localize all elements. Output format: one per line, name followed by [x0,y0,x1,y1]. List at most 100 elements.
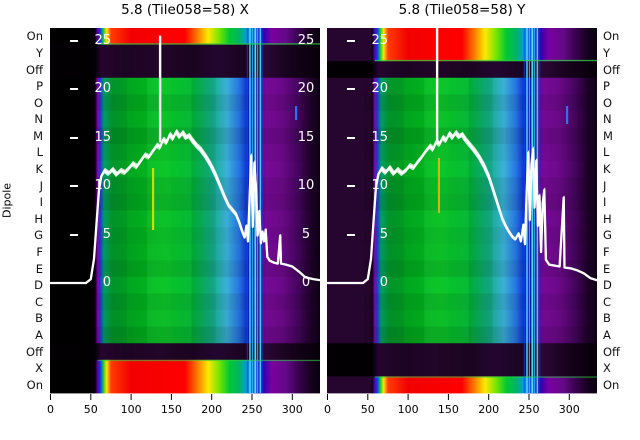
value-tick-dash [70,233,78,236]
row-label-right-1: Y [603,45,611,60]
heatmap-row [50,61,320,79]
row-label-left-14: E [35,261,43,276]
panel-title-y: 5.8 (Tile058=58) Y [398,2,526,18]
row-shade [363,127,590,145]
row-shade [363,310,590,327]
row-label-right-19: Off [603,344,620,359]
value-tick-label-right: 0 [301,275,311,290]
value-tick-label: 15 [94,129,111,145]
row-shade [86,110,313,128]
row-label-left-7: L [36,145,43,160]
heatmap-panel-x [49,28,321,400]
row-label-right-13: F [603,245,610,259]
row-label-right-2: Off [603,62,620,77]
value-tick-label: 5 [379,226,388,242]
heatmap-row [50,359,320,377]
row-label-left-9: J [39,178,43,193]
row-label-right-4: O [603,95,613,110]
row-label-left-5: N [34,112,43,127]
value-tick-label-right: 25 [297,32,315,48]
value-tick-dash [347,88,355,90]
row-shade [364,211,590,228]
value-tick-dash [70,282,78,284]
hot-band-hairline [98,43,320,45]
rfi-stripe [523,28,525,393]
row-label-right-14: E [603,261,611,276]
row-shade [363,243,590,261]
row-shade [363,177,590,194]
row-label-left-13: F [36,245,43,259]
row-label-right-15: D [603,278,612,293]
row-label-left-0: On [26,29,43,44]
row-label-left-15: D [34,278,43,293]
row-label-left-2: Off [26,62,43,77]
x-tick-label-y-50: 50 [360,403,375,416]
x-tick-label-y-100: 100 [397,403,419,416]
value-tick-dash [347,39,355,42]
row-label-right-3: P [603,79,610,94]
row-label-right-17: B [603,311,611,326]
row-shade [364,78,590,95]
row-label-left-8: K [35,162,43,176]
heatmap-row [327,343,597,361]
row-shade [363,293,590,311]
row-label-left-10: I [39,195,43,210]
row-label-left-4: O [33,95,43,110]
row-label-right-11: H [603,211,612,226]
rfi-stripe [533,28,536,393]
rfi-stripe [531,28,534,393]
column-shade [468,77,493,344]
value-tick-label: 5 [102,226,111,242]
row-shade [364,277,590,294]
row-shade [86,193,313,211]
row-label-right-10: I [603,195,607,210]
spectrum-curve [327,129,598,284]
value-tick-label: 20 [371,81,388,96]
row-label-right-6: M [603,128,613,143]
rfi-stripe [246,28,248,393]
row-shade [86,127,313,145]
value-tick-label: 0 [102,275,111,290]
heatmap-row [50,343,320,361]
row-label-left-18: A [35,327,43,342]
heatmap-panel-y [326,28,598,400]
row-shade [86,326,313,344]
value-tick-label: 20 [94,81,111,96]
row-label-right-0: On [603,29,620,44]
x-tick-label-y-250: 250 [518,403,540,416]
value-tick-dash [347,233,355,236]
value-tick-label: 0 [379,275,388,290]
value-tick-label: 10 [371,178,388,193]
value-tick-label-right: 15 [297,129,315,145]
x-tick-label-x-100: 100 [120,403,142,416]
blue-tick-artifact [295,106,298,120]
column-shade [127,77,148,344]
row-shade [363,94,590,111]
x-tick-label-y-200: 200 [478,403,500,416]
value-tick-label: 10 [94,178,111,193]
value-tick-label-right: 5 [301,226,311,242]
value-tick-dash [347,136,355,139]
value-tick-dash [70,88,78,90]
rfi-stripe [259,28,262,393]
x-tick-label-y-150: 150 [437,403,459,416]
row-label-left-12: G [34,228,43,243]
x-tick-label-x-150: 150 [160,403,182,416]
row-label-left-21: On [26,377,43,392]
row-label-right-12: G [603,228,612,243]
row-label-right-21: On [603,377,620,392]
row-shade [86,293,313,311]
hot-channel-artifact [437,158,441,213]
value-tick-dash [70,39,78,42]
row-label-left-16: C [34,294,43,309]
heatmap-row [327,359,597,377]
x-tick-label-x-200: 200 [201,403,223,416]
row-label-left-3: P [36,79,43,94]
row-shade [87,78,313,95]
value-tick-label: 25 [94,32,111,48]
hot-band-hairline [375,376,597,378]
spectrum-curve [50,128,321,284]
value-tick-dash [347,282,355,284]
